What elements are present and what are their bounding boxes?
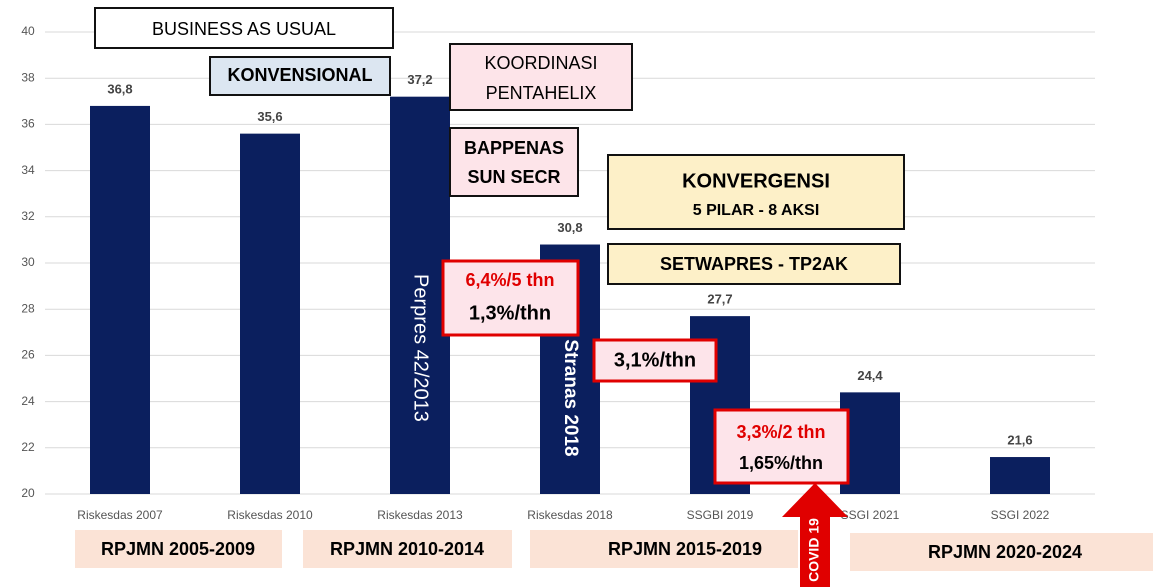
x-tick-label: SSGI 2021	[841, 508, 900, 522]
x-tick-label: Riskesdas 2007	[77, 508, 163, 522]
period-box	[850, 533, 1153, 571]
annotation: SUN SECR	[467, 167, 560, 187]
y-tick-label: 28	[21, 301, 35, 315]
annotation: PENTAHELIX	[486, 83, 597, 103]
y-tick-label: 36	[21, 117, 35, 131]
y-tick-label: 34	[21, 163, 35, 177]
x-tick-label: Riskesdas 2010	[227, 508, 313, 522]
box	[441, 259, 580, 337]
y-tick-label: 40	[21, 24, 35, 38]
x-tick-label: SSGBI 2019	[687, 508, 754, 522]
value-label: 30,8	[557, 220, 582, 235]
y-tick-label: 30	[21, 255, 35, 269]
bar	[90, 105, 150, 495]
plot: 20 22 24 26 28 30 32 34 36 38 40 Riskesdas 2007 36,8…	[21, 24, 1095, 522]
y-tick-label: 24	[21, 394, 35, 408]
annotation: 6,4%/5 thn	[465, 270, 554, 290]
box	[607, 243, 901, 285]
value-label: 35,6	[257, 109, 282, 124]
period: RPJMN 2010-2014	[330, 539, 484, 559]
annotation: KONVENSIONAL	[227, 65, 372, 85]
annotation: SETWAPRES - TP2AK	[660, 254, 848, 274]
bar	[240, 133, 300, 494]
box	[449, 127, 579, 197]
bar	[990, 457, 1050, 494]
x-tick-label: SSGI 2022	[991, 508, 1050, 522]
box	[209, 56, 391, 96]
bar-label: Perpres 42/2013	[410, 274, 432, 422]
value-label: 24,4	[857, 368, 883, 383]
y-tick-label: 32	[21, 209, 35, 223]
annotation: KOORDINASI	[484, 53, 597, 73]
value-label: 36,8	[107, 81, 132, 96]
x-tick-label: Riskesdas 2018	[527, 508, 613, 522]
y-tick-label: 22	[21, 440, 35, 454]
period-box	[75, 530, 282, 568]
annotation: 5 PILAR - 8 AKSI	[693, 202, 820, 219]
arrow	[782, 483, 848, 587]
period: RPJMN 2020-2024	[928, 542, 1082, 562]
y-tick-label: 20	[21, 486, 35, 500]
bar	[390, 96, 450, 495]
bar-label: Stranas 2018	[560, 339, 581, 456]
box	[94, 7, 394, 49]
annotation: KONVERGENSI	[682, 170, 830, 192]
value-label: 27,7	[707, 292, 732, 307]
value-label: 21,6	[1007, 432, 1032, 447]
period: RPJMN 2015-2019	[608, 539, 762, 559]
annotation: BAPPENAS	[464, 138, 564, 158]
annotation: BUSINESS AS USUAL	[152, 19, 336, 39]
annotation: 3,1%/thn	[614, 349, 696, 371]
annotation: 1,3%/thn	[469, 302, 551, 324]
value-label: 37,2	[407, 72, 432, 87]
y-tick-label: 26	[21, 348, 35, 362]
y-tick-label: 38	[21, 70, 35, 84]
annotation: 1,65%/thn	[739, 453, 823, 473]
period-box	[303, 530, 512, 568]
bar	[840, 392, 900, 494]
annotation: COVID 19	[806, 518, 822, 582]
box	[607, 154, 905, 230]
annotation: 3,3%/2 thn	[736, 422, 825, 442]
x-tick-label: Riskesdas 2013	[377, 508, 463, 522]
box	[592, 338, 718, 383]
box	[713, 408, 850, 485]
period: RPJMN 2005-2009	[101, 539, 255, 559]
box	[449, 43, 633, 111]
period-box	[530, 530, 798, 568]
